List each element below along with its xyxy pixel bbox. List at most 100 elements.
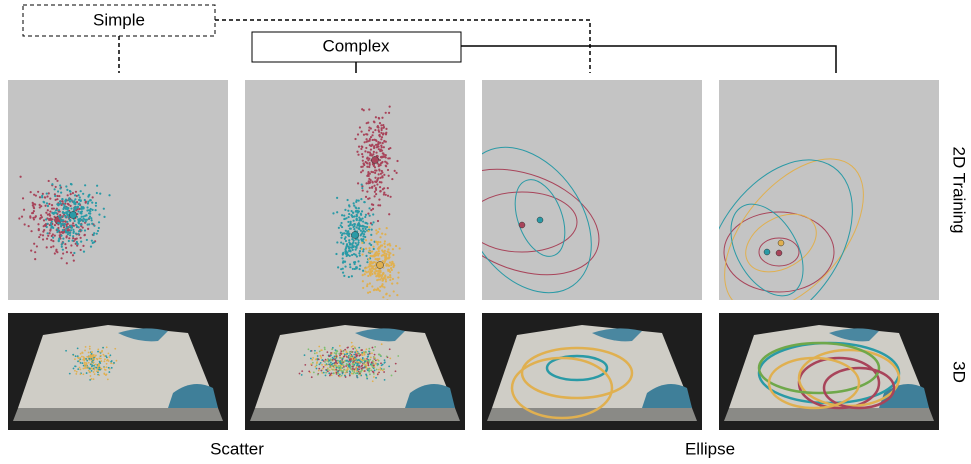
scatter-dot bbox=[379, 286, 381, 288]
scatter-dot bbox=[48, 203, 50, 205]
scatter-dot bbox=[70, 183, 72, 185]
terrain-dot bbox=[355, 372, 357, 374]
scatter-dot bbox=[385, 112, 387, 114]
terrain-dot bbox=[357, 352, 359, 354]
scatter-dot bbox=[342, 257, 344, 259]
scatter-dot bbox=[395, 245, 397, 247]
scatter-dot bbox=[72, 254, 74, 256]
scatter-dot bbox=[368, 126, 370, 128]
scatter-dot bbox=[60, 220, 62, 222]
terrain-dot bbox=[375, 360, 377, 362]
terrain-dot bbox=[329, 369, 331, 371]
terrain-dot bbox=[81, 352, 83, 354]
terrain-dot bbox=[91, 368, 93, 370]
scatter-dot bbox=[372, 265, 374, 267]
scatter-dot bbox=[56, 180, 58, 182]
terrain-dot bbox=[355, 355, 357, 357]
terrain-dot bbox=[97, 348, 99, 350]
terrain-dot bbox=[82, 368, 84, 370]
scatter-dot bbox=[63, 203, 65, 205]
terrain-dot bbox=[301, 370, 303, 372]
terrain-dot bbox=[356, 366, 358, 368]
scatter-dot bbox=[379, 142, 381, 144]
scatter-dot bbox=[74, 220, 76, 222]
scatter-dot bbox=[30, 250, 32, 252]
scatter-dot bbox=[344, 265, 346, 267]
scatter-dot bbox=[397, 272, 399, 274]
terrain-dot bbox=[345, 376, 347, 378]
scatter-dot bbox=[364, 226, 366, 228]
scatter-dot bbox=[68, 229, 70, 231]
scatter-dot bbox=[65, 211, 67, 213]
scatter-dot bbox=[373, 120, 375, 122]
scatter-dot bbox=[369, 154, 371, 156]
scatter-dot bbox=[64, 223, 66, 225]
scatter-dot bbox=[384, 252, 386, 254]
scatter-dot bbox=[354, 268, 356, 270]
terrain-dot bbox=[91, 358, 93, 360]
scatter-dot bbox=[61, 231, 63, 233]
scatter-dot bbox=[78, 230, 80, 232]
scatter-dot bbox=[345, 253, 347, 255]
terrain-dot bbox=[373, 365, 375, 367]
scatter-dot bbox=[364, 216, 366, 218]
scatter-dot bbox=[391, 269, 393, 271]
scatter-dot bbox=[373, 151, 375, 153]
scatter-dot bbox=[366, 162, 368, 164]
terrain-dot bbox=[366, 376, 368, 378]
terrain-dot bbox=[338, 375, 340, 377]
scatter-dot bbox=[361, 253, 363, 255]
terrain-dot bbox=[79, 369, 81, 371]
terrain-dot bbox=[374, 346, 376, 348]
terrain-dot bbox=[368, 354, 370, 356]
scatter-dot bbox=[389, 196, 391, 198]
terrain-dot bbox=[335, 349, 337, 351]
scatter-dot bbox=[353, 228, 355, 230]
scatter-dot bbox=[382, 188, 384, 190]
terrain-dot bbox=[381, 364, 383, 366]
terrain-dot bbox=[316, 364, 318, 366]
scatter-dot bbox=[387, 195, 389, 197]
scatter-dot bbox=[335, 253, 337, 255]
scatter-dot bbox=[366, 285, 368, 287]
scatter-dot bbox=[68, 197, 70, 199]
scatter-dot bbox=[385, 194, 387, 196]
scatter-dot bbox=[377, 270, 379, 272]
terrain-dot bbox=[367, 356, 369, 358]
terrain-dot bbox=[384, 359, 386, 361]
terrain-dot bbox=[363, 352, 365, 354]
terrain-dot bbox=[354, 356, 356, 358]
terrain-dot bbox=[311, 376, 313, 378]
terrain-dot bbox=[352, 358, 354, 360]
terrain-dot bbox=[370, 363, 372, 365]
scatter-dot bbox=[54, 195, 56, 197]
scatter-dot bbox=[357, 241, 359, 243]
terrain-dot bbox=[359, 358, 361, 360]
scatter-dot bbox=[91, 209, 93, 211]
complex-label: Complex bbox=[322, 36, 390, 55]
scatter-dot bbox=[357, 133, 359, 135]
scatter-dot bbox=[366, 166, 368, 168]
scatter-dot bbox=[91, 202, 93, 204]
scatter-dot bbox=[70, 199, 72, 201]
terrain-dot bbox=[361, 365, 363, 367]
scatter-dot bbox=[359, 126, 361, 128]
scatter-dot bbox=[361, 153, 363, 155]
scatter-dot bbox=[348, 241, 350, 243]
scatter-dot bbox=[67, 203, 69, 205]
scatter-dot bbox=[379, 236, 381, 238]
terrain-dot bbox=[340, 370, 342, 372]
scatter-dot bbox=[370, 244, 372, 246]
terrain-dot bbox=[108, 352, 110, 354]
terrain-dot bbox=[93, 371, 95, 373]
terrain-dot bbox=[100, 355, 102, 357]
scatter-dot bbox=[377, 253, 379, 255]
scatter-dot bbox=[84, 199, 86, 201]
scatter-dot bbox=[355, 248, 357, 250]
scatter-dot bbox=[353, 220, 355, 222]
scatter-dot bbox=[87, 228, 89, 230]
scatter-dot bbox=[385, 128, 387, 130]
scatter-dot bbox=[38, 236, 40, 238]
scatter-dot bbox=[369, 274, 371, 276]
panel-2d bbox=[482, 80, 702, 300]
